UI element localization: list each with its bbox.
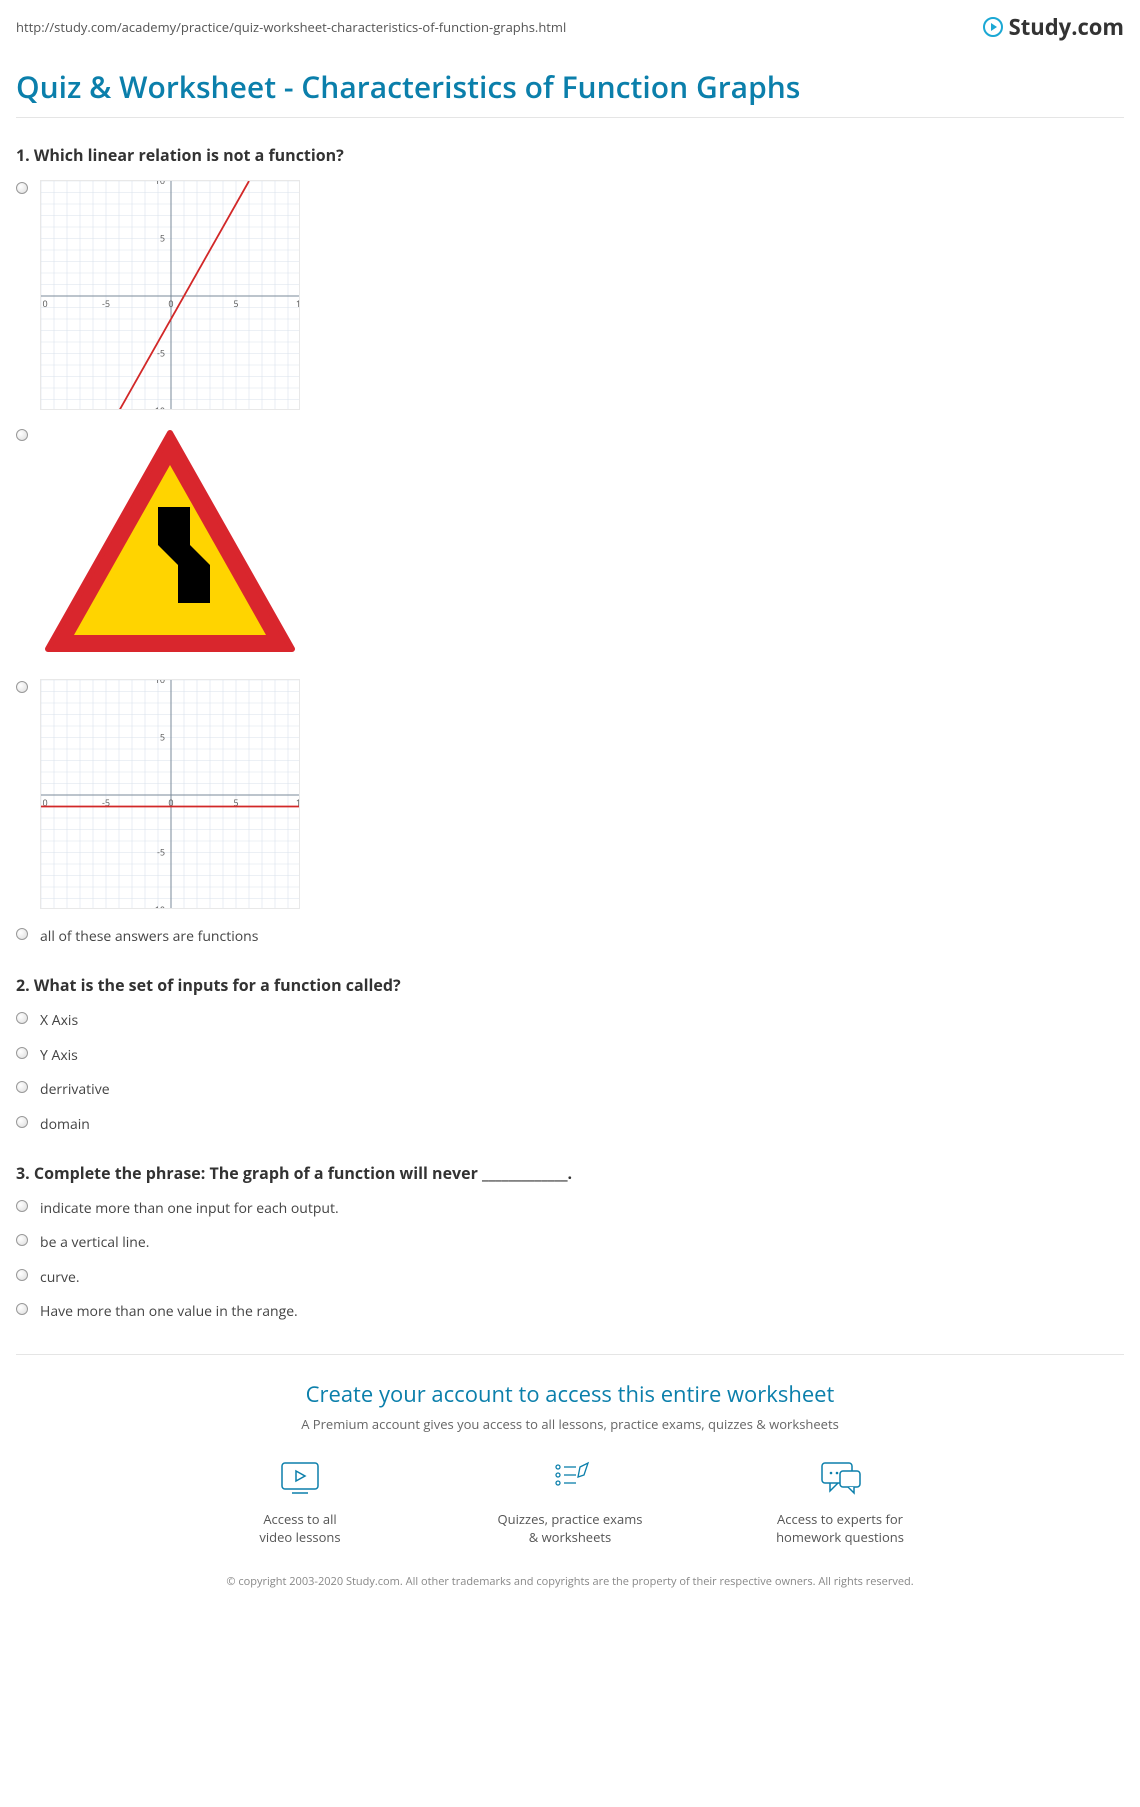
svg-text:5: 5 bbox=[160, 232, 165, 245]
option-row[interactable]: derrivative bbox=[16, 1079, 1124, 1101]
option-row[interactable]: Have more than one value in the range. bbox=[16, 1301, 1124, 1323]
option-row[interactable]: -10-10-5-50551010 bbox=[16, 679, 1124, 914]
question-text: 1. Which linear relation is not a functi… bbox=[16, 144, 1124, 166]
warning-sign-image bbox=[40, 427, 300, 667]
option-text: derrivative bbox=[40, 1079, 110, 1101]
option-row[interactable]: domain bbox=[16, 1114, 1124, 1136]
benefit-line1: Access to all bbox=[210, 1510, 390, 1528]
copyright: © copyright 2003-2020 Study.com. All oth… bbox=[210, 1574, 930, 1591]
svg-text:10: 10 bbox=[296, 297, 300, 310]
svg-text:5: 5 bbox=[160, 731, 165, 744]
benefit-item: Access to all video lessons bbox=[210, 1459, 390, 1546]
option-row[interactable]: Y Axis bbox=[16, 1045, 1124, 1067]
option-row[interactable]: indicate more than one input for each ou… bbox=[16, 1198, 1124, 1220]
radio-icon[interactable] bbox=[16, 1012, 28, 1024]
radio-icon[interactable] bbox=[16, 1269, 28, 1281]
svg-text:5: 5 bbox=[233, 297, 238, 310]
page-url: http://study.com/academy/practice/quiz-w… bbox=[16, 18, 566, 36]
svg-text:-10: -10 bbox=[40, 297, 48, 310]
radio-icon[interactable] bbox=[16, 1200, 28, 1212]
question: 2. What is the set of inputs for a funct… bbox=[16, 974, 1124, 1136]
svg-text:10: 10 bbox=[155, 679, 165, 686]
svg-text:10: 10 bbox=[155, 180, 165, 187]
topbar: http://study.com/academy/practice/quiz-w… bbox=[16, 12, 1124, 42]
question-text: 2. What is the set of inputs for a funct… bbox=[16, 974, 1124, 996]
option-text: all of these answers are functions bbox=[40, 926, 258, 948]
benefit-item: Quizzes, practice exams & worksheets bbox=[480, 1459, 660, 1546]
video-icon bbox=[210, 1459, 390, 1510]
question-text: 3. Complete the phrase: The graph of a f… bbox=[16, 1162, 1124, 1184]
svg-text:-5: -5 bbox=[157, 347, 165, 360]
benefit-line2: video lessons bbox=[210, 1528, 390, 1546]
question: 3. Complete the phrase: The graph of a f… bbox=[16, 1162, 1124, 1324]
benefit-item: Access to experts for homework questions bbox=[750, 1459, 930, 1546]
graph-image: -10 -10 -5 -5 0 5 5 10 10 bbox=[40, 180, 300, 415]
svg-text:-10: -10 bbox=[152, 404, 165, 410]
radio-icon[interactable] bbox=[16, 1047, 28, 1059]
option-row[interactable]: X Axis bbox=[16, 1010, 1124, 1032]
cta-title: Create your account to access this entir… bbox=[16, 1379, 1124, 1409]
radio-icon[interactable] bbox=[16, 1234, 28, 1246]
radio-icon[interactable] bbox=[16, 1081, 28, 1093]
radio-icon[interactable] bbox=[16, 1116, 28, 1128]
logo-text: Study.com bbox=[1009, 12, 1124, 42]
option-text: curve. bbox=[40, 1267, 80, 1289]
benefit-line2: & worksheets bbox=[480, 1528, 660, 1546]
option-text: domain bbox=[40, 1114, 90, 1136]
option-row[interactable]: curve. bbox=[16, 1267, 1124, 1289]
option-row[interactable]: all of these answers are functions bbox=[16, 926, 1124, 948]
option-text: Y Axis bbox=[40, 1045, 78, 1067]
option-row[interactable]: be a vertical line. bbox=[16, 1232, 1124, 1254]
benefits-row: Access to all video lessons Quizzes, pra… bbox=[16, 1459, 1124, 1546]
option-text: Have more than one value in the range. bbox=[40, 1301, 298, 1323]
radio-icon[interactable] bbox=[16, 1303, 28, 1315]
option-text: X Axis bbox=[40, 1010, 78, 1032]
benefit-line1: Access to experts for bbox=[750, 1510, 930, 1528]
svg-text:-10: -10 bbox=[152, 903, 165, 909]
benefit-line2: homework questions bbox=[750, 1528, 930, 1546]
page-title: Quiz & Worksheet - Characteristics of Fu… bbox=[16, 66, 1124, 118]
radio-icon[interactable] bbox=[16, 429, 28, 441]
question: 1. Which linear relation is not a functi… bbox=[16, 144, 1124, 948]
benefit-line1: Quizzes, practice exams bbox=[480, 1510, 660, 1528]
play-circle-icon bbox=[983, 17, 1003, 37]
chat-icon bbox=[750, 1459, 930, 1510]
logo[interactable]: Study.com bbox=[983, 12, 1124, 42]
option-text: be a vertical line. bbox=[40, 1232, 149, 1254]
graph-image: -10-10-5-50551010 bbox=[40, 679, 300, 914]
svg-text:0: 0 bbox=[168, 297, 173, 310]
option-row[interactable] bbox=[16, 427, 1124, 667]
svg-text:-5: -5 bbox=[157, 846, 165, 859]
option-text: indicate more than one input for each ou… bbox=[40, 1198, 339, 1220]
svg-text:-5: -5 bbox=[102, 297, 110, 310]
cta-subtitle: A Premium account gives you access to al… bbox=[16, 1415, 1124, 1433]
cta-section: Create your account to access this entir… bbox=[16, 1379, 1124, 1591]
quiz-icon bbox=[480, 1459, 660, 1510]
divider bbox=[16, 1354, 1124, 1355]
radio-icon[interactable] bbox=[16, 681, 28, 693]
radio-icon[interactable] bbox=[16, 182, 28, 194]
option-row[interactable]: -10 -10 -5 -5 0 5 5 10 10 bbox=[16, 180, 1124, 415]
radio-icon[interactable] bbox=[16, 928, 28, 940]
